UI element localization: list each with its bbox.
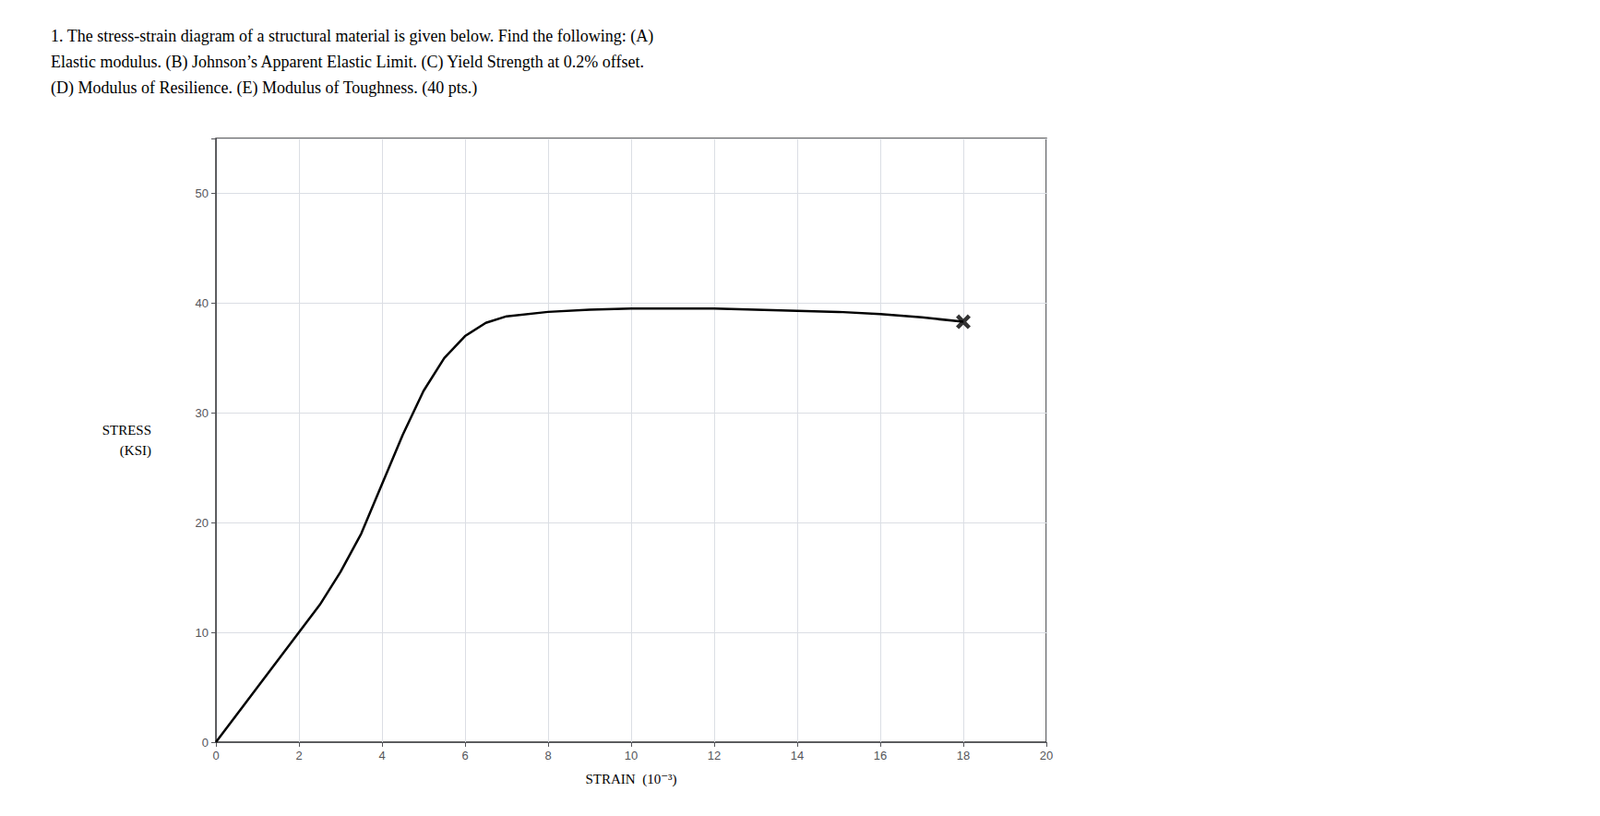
svg-text:20: 20 xyxy=(1039,748,1053,763)
svg-text:(D) Modulus of Resilience. (E): (D) Modulus of Resilience. (E) Modulus o… xyxy=(50,78,478,98)
svg-text:30: 30 xyxy=(195,405,209,420)
svg-text:14: 14 xyxy=(790,748,804,763)
svg-text:12: 12 xyxy=(707,748,721,763)
svg-text:10: 10 xyxy=(195,625,209,640)
svg-text:STRESS: STRESS xyxy=(102,422,152,438)
svg-text:2: 2 xyxy=(295,748,302,763)
svg-text:6: 6 xyxy=(461,748,468,763)
svg-text:16: 16 xyxy=(873,748,887,763)
svg-text:Elastic modulus. (B) Johnson’s: Elastic modulus. (B) Johnson’s Apparent … xyxy=(50,52,645,72)
svg-text:4: 4 xyxy=(378,748,385,763)
svg-text:1. The stress-strain diagram o: 1. The stress-strain diagram of a struct… xyxy=(50,26,654,47)
svg-text:8: 8 xyxy=(544,748,551,763)
svg-text:10: 10 xyxy=(624,748,638,763)
svg-text:20: 20 xyxy=(195,515,209,530)
svg-text:40: 40 xyxy=(195,296,209,311)
svg-text:50: 50 xyxy=(195,186,209,201)
svg-text:STRAIN (10⁻³): STRAIN (10⁻³) xyxy=(585,771,677,788)
svg-text:0: 0 xyxy=(202,735,209,750)
svg-text:18: 18 xyxy=(956,748,970,763)
svg-text:(KSI): (KSI) xyxy=(119,442,152,459)
svg-text:0: 0 xyxy=(212,748,219,763)
